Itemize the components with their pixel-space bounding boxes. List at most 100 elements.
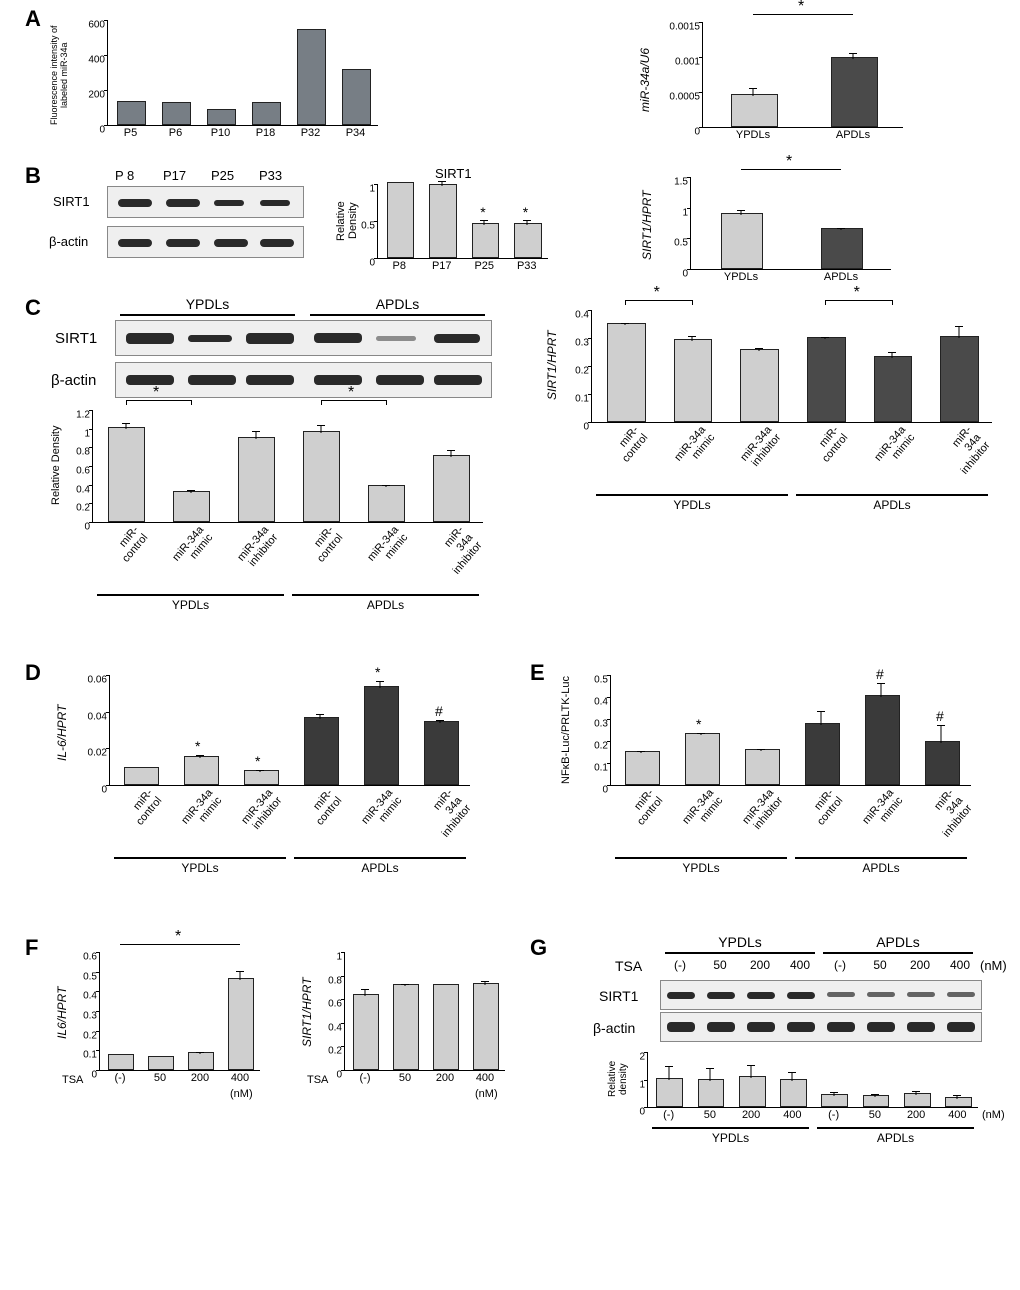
sig-mark: # bbox=[936, 708, 944, 724]
g-group-bar-a bbox=[823, 952, 973, 954]
xlabel: miR-34a inhibitor bbox=[941, 424, 993, 477]
blot-b-sirt1-label: SIRT1 bbox=[53, 194, 90, 209]
bar bbox=[368, 485, 406, 522]
xlabel: miR-34a mimic bbox=[860, 787, 905, 834]
bar bbox=[607, 323, 646, 422]
bar bbox=[393, 984, 419, 1070]
chart-a-right: miR-34a/U6 00.00050.0010.0015YPDLsAPDLs* bbox=[640, 10, 970, 150]
panel-label-f: F bbox=[25, 935, 38, 961]
bar bbox=[473, 983, 499, 1070]
xlabel: P32 bbox=[288, 127, 333, 139]
xlabel: miR-34a inhibitor bbox=[235, 524, 280, 571]
ytick: 600 bbox=[88, 20, 108, 31]
ytick: 400 bbox=[88, 55, 108, 66]
g-unit: (nM) bbox=[980, 958, 1007, 973]
blot-c-sirt1 bbox=[115, 320, 492, 356]
bar bbox=[184, 756, 219, 786]
ylabel-f-left: IL6/HPRT bbox=[55, 955, 69, 1070]
ytick: 0.4 bbox=[594, 697, 611, 708]
blot-g-actin-label: β-actin bbox=[593, 1020, 635, 1036]
xlabel: (-) bbox=[813, 1109, 854, 1121]
g-group-bar-y bbox=[665, 952, 815, 954]
xlabel: miR-34a mimic bbox=[170, 524, 215, 571]
xlabel: miR- control bbox=[611, 424, 651, 465]
group-label: YPDLs bbox=[611, 861, 791, 875]
ytick: 0.5 bbox=[594, 675, 611, 686]
bar bbox=[342, 69, 371, 125]
group-label: APDLs bbox=[288, 598, 483, 612]
xlabel: P18 bbox=[243, 127, 288, 139]
blot-c-actin-label: β-actin bbox=[51, 372, 96, 389]
xlabel: 400 bbox=[937, 1109, 978, 1121]
lane-label: 200 bbox=[740, 958, 780, 972]
bar bbox=[173, 491, 211, 522]
ytick: 0.1 bbox=[83, 1050, 100, 1061]
ytick: 1 bbox=[369, 184, 378, 195]
xlabel: miR- control bbox=[806, 787, 846, 828]
ytick: 0 bbox=[91, 1070, 100, 1081]
ytick: 0.2 bbox=[76, 503, 93, 514]
ytick: 0.4 bbox=[83, 991, 100, 1002]
sig-star: * bbox=[798, 0, 804, 16]
xlabel: 400 bbox=[465, 1072, 505, 1084]
panel-label-a: A bbox=[25, 6, 41, 32]
xlabel: miR- control bbox=[306, 524, 346, 565]
c-blot-group-bar-a bbox=[310, 314, 485, 316]
ytick: 0.0015 bbox=[669, 22, 703, 33]
g-group-y: YPDLs bbox=[665, 934, 815, 950]
chart-f-right: SIRT1/HPRT 00.20.40.60.81(-)50200400TSA(… bbox=[300, 940, 530, 1120]
blot-g-sirt1-label: SIRT1 bbox=[599, 988, 638, 1004]
group-label: APDLs bbox=[813, 1131, 978, 1145]
ytick: 0.6 bbox=[83, 952, 100, 963]
bar bbox=[731, 94, 778, 128]
xlabel: miR-34a mimic bbox=[365, 524, 410, 571]
xlabel: 50 bbox=[140, 1072, 180, 1084]
bar bbox=[303, 431, 341, 522]
xlabel: miR- control bbox=[111, 524, 151, 565]
ytick: 2 bbox=[639, 1052, 648, 1063]
sig-star: * bbox=[175, 928, 181, 946]
ytick: 1 bbox=[84, 428, 93, 439]
group-label: APDLs bbox=[791, 861, 971, 875]
xlabel: 200 bbox=[180, 1072, 220, 1084]
chart-c-right: SIRT1/HPRT 00.10.20.30.4miR- controlmiR-… bbox=[545, 300, 1015, 550]
xlabel: miR-34a inhibitor bbox=[239, 787, 284, 834]
bar bbox=[740, 349, 779, 422]
bar bbox=[831, 57, 878, 127]
ytick: 0 bbox=[99, 125, 108, 136]
bar bbox=[304, 717, 339, 785]
lane-label: 400 bbox=[940, 958, 980, 972]
group-label: APDLs bbox=[290, 861, 470, 875]
xlabel: (-) bbox=[100, 1072, 140, 1084]
xlabel: miR-34a mimic bbox=[672, 424, 717, 471]
bar bbox=[863, 1095, 890, 1107]
ytick: 0.3 bbox=[575, 338, 592, 349]
blot-b: P 8P17P25P33 SIRT1 β-actin bbox=[55, 168, 315, 184]
ylabel-g-dens: Relative density bbox=[607, 1051, 629, 1107]
ylabel-c-density: Relative Density bbox=[50, 410, 62, 520]
ytick: 1 bbox=[639, 1079, 648, 1090]
ylabel-e: NFκB-Luc/PRLTK-Luc bbox=[560, 673, 572, 788]
sig-mark: * bbox=[375, 664, 380, 680]
ylabel-f-right: SIRT1/HPRT bbox=[300, 955, 314, 1070]
ytick: 0.3 bbox=[83, 1011, 100, 1022]
bar bbox=[874, 356, 913, 422]
chart-b-density: SIRT1 Relative Density 00.51P8P17P25P33*… bbox=[335, 168, 575, 278]
chart-e: NFκB-Luc/PRLTK-Luc 00.10.20.30.40.5miR- … bbox=[560, 665, 1000, 895]
lane-label: P33 bbox=[259, 168, 282, 183]
group-label: YPDLs bbox=[110, 861, 290, 875]
ytick: 0.5 bbox=[83, 971, 100, 982]
lane-label: 400 bbox=[780, 958, 820, 972]
ytick: 0.8 bbox=[328, 975, 345, 986]
x-unit: (nM) bbox=[230, 1088, 253, 1100]
xlabel: miR-34a inhibitor bbox=[432, 524, 484, 577]
ytick: 0 bbox=[694, 127, 703, 138]
ytick: 0.8 bbox=[76, 447, 93, 458]
chart-d: IL-6/HPRT 00.020.040.06miR- control*miR-… bbox=[55, 665, 495, 895]
xlabel: miR-34a inhibitor bbox=[421, 787, 473, 840]
ytick: 0.001 bbox=[675, 57, 703, 68]
xlabel: P10 bbox=[198, 127, 243, 139]
bar bbox=[674, 339, 713, 422]
blot-b-sirt1 bbox=[107, 186, 304, 218]
ytick: 0.5 bbox=[674, 238, 691, 249]
